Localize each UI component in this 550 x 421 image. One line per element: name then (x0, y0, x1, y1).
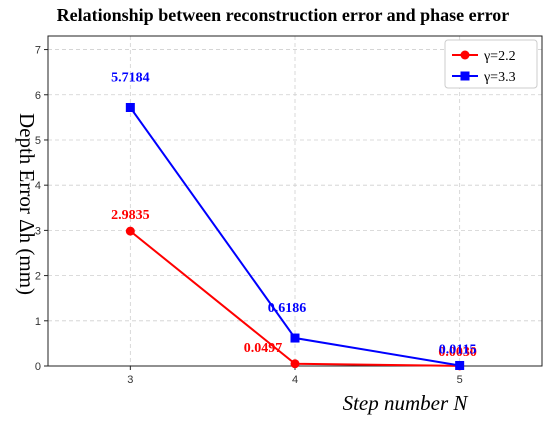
legend-marker (460, 50, 470, 60)
series-group (125, 102, 465, 371)
y-tick-label: 3 (35, 225, 41, 237)
data-point (455, 360, 465, 370)
chart-title: Relationship between reconstruction erro… (57, 5, 510, 25)
y-tick-label: 4 (35, 180, 41, 192)
y-axis: 0 1 2 3 4 5 6 7 (35, 45, 48, 373)
data-point (290, 359, 300, 369)
legend-marker (460, 71, 470, 81)
legend-label: γ=2.2 (483, 49, 516, 64)
x-axis: 3 4 5 (127, 366, 463, 386)
legend-label: γ=3.3 (483, 70, 516, 85)
data-point (125, 226, 135, 236)
data-point (290, 333, 300, 343)
y-tick-label: 6 (35, 90, 41, 102)
data-label: 0.0115 (439, 342, 477, 357)
data-point (125, 102, 135, 112)
data-label: 2.9835 (111, 208, 150, 223)
legend: γ=2.2 γ=3.3 (444, 39, 538, 89)
x-tick-label: 3 (127, 374, 133, 386)
data-label: 0.0030 (438, 345, 477, 360)
y-tick-label: 1 (35, 316, 41, 328)
data-label: 0.0497 (244, 341, 283, 356)
x-axis-label: Step number N (343, 391, 469, 415)
y-tick-label: 0 (35, 361, 41, 373)
y-tick-label: 5 (35, 135, 41, 147)
data-label: 0.6186 (268, 301, 307, 316)
x-tick-label: 5 (457, 374, 463, 386)
x-tick-label: 4 (292, 374, 298, 386)
y-tick-label: 2 (35, 271, 41, 283)
y-tick-label: 7 (35, 45, 41, 57)
data-labels: 2.9835 0.0497 0.0030 5.7184 0.6186 0.0115 (111, 70, 477, 359)
data-label: 5.7184 (111, 70, 150, 85)
y-axis-label: Depth Error Δh (mm) (15, 113, 39, 295)
